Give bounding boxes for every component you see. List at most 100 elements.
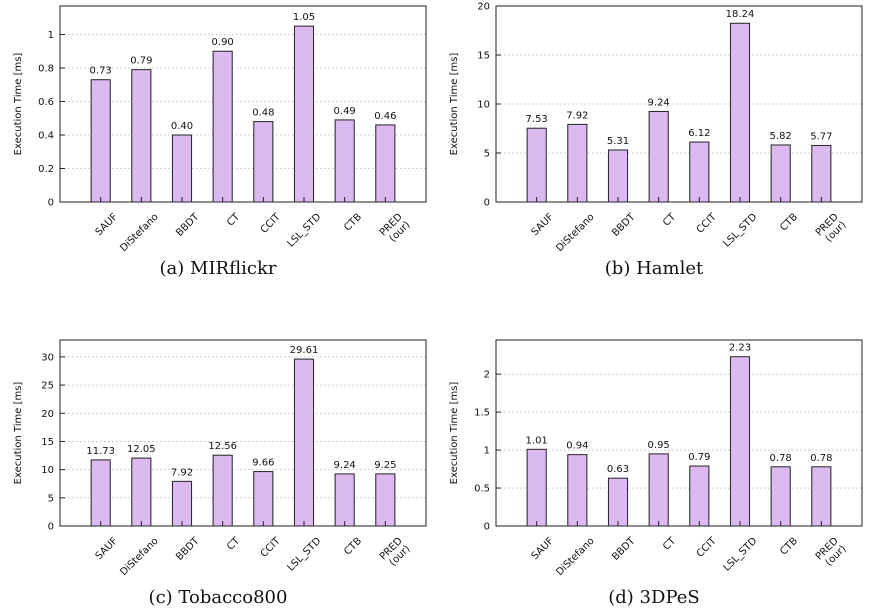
- x-tick-label-line: CT: [225, 535, 243, 553]
- data-label: 18.24: [726, 9, 755, 20]
- x-tick-label-line: DiStefano: [554, 212, 596, 254]
- y-tick-label: 0.2: [38, 164, 54, 175]
- bar: [212, 50, 233, 203]
- y-tick-label: 0: [48, 522, 54, 533]
- y-tick-label: 0.5: [474, 484, 490, 495]
- bar: [293, 358, 315, 527]
- y-tick-label: 2: [484, 370, 490, 381]
- data-label: 6.12: [688, 128, 710, 139]
- data-label: 5.82: [770, 131, 792, 142]
- bar: [811, 144, 832, 203]
- bar: [729, 22, 751, 203]
- bar: [729, 356, 751, 527]
- bar: [648, 110, 669, 203]
- x-tick-label: CCIT: [259, 211, 284, 236]
- x-tick-label-line: CTB: [778, 536, 800, 558]
- x-tick-label-line: CT: [661, 535, 679, 553]
- x-tick-label-line: CTB: [342, 212, 364, 234]
- y-axis-label: Execution Time [ms]: [13, 382, 24, 485]
- x-tick-label: DiStefano: [118, 536, 160, 578]
- chart-hamlet: 0 5 10 15 20 Execution Time [ms] 7.53 SAUF 7.92 D…: [449, 2, 863, 254]
- x-tick-label-line: CTB: [778, 212, 800, 234]
- y-axis-label: Execution Time [ms]: [13, 53, 24, 156]
- y-tick-label: 0: [484, 522, 490, 533]
- y-tick-label: 0.4: [38, 130, 54, 141]
- plot-frame: [59, 339, 427, 527]
- x-tick-label: PRED(our): [814, 211, 849, 246]
- bar: [770, 466, 791, 527]
- data-label: 0.49: [334, 106, 356, 117]
- x-tick-label: CT: [225, 211, 243, 229]
- chart-mirflickr: 0 0.2 0.4 0.6 0.8 1 Execution Time [ms] 0.73 SAU…: [13, 5, 427, 254]
- data-label: 12.05: [127, 444, 156, 455]
- x-tick-label: DiStefano: [554, 212, 596, 254]
- x-tick-label-line: CCIT: [259, 211, 284, 236]
- x-tick-label-line: DiStefano: [118, 536, 160, 578]
- x-tick-label: BBDT: [174, 211, 202, 239]
- bar: [689, 141, 710, 203]
- x-tick-label: LSL_STD: [285, 535, 323, 573]
- bar: [90, 79, 111, 203]
- x-tick-label: BBDT: [610, 211, 638, 239]
- y-tick-label: 0: [484, 198, 490, 209]
- bar: [131, 69, 152, 203]
- x-tick-label-line: CTB: [342, 536, 364, 558]
- data-label: 9.24: [648, 97, 670, 108]
- y-axis-label: Execution Time [ms]: [449, 53, 460, 156]
- bar: [171, 480, 193, 527]
- data-label: 0.94: [566, 441, 588, 452]
- data-label: 12.56: [208, 441, 237, 452]
- x-tick-label: CCIT: [695, 535, 720, 560]
- y-tick-label: 25: [41, 381, 54, 392]
- bar: [607, 477, 629, 527]
- bar: [526, 448, 547, 527]
- y-tick-label: 15: [41, 437, 54, 448]
- x-tick-label: PRED(our): [814, 535, 849, 570]
- bar: [526, 127, 547, 203]
- x-tick-label-line: CCIT: [695, 535, 720, 560]
- x-tick-label: DiStefano: [118, 212, 160, 254]
- data-label: 5.31: [607, 136, 629, 147]
- caption-mirflickr: (a) MIRflickr: [159, 258, 277, 279]
- bar: [648, 453, 669, 527]
- x-tick-label-line: BBDT: [174, 535, 202, 563]
- data-label: 5.77: [810, 131, 832, 142]
- y-tick-label: 1: [48, 30, 54, 41]
- x-tick-label-line: LSL_STD: [721, 535, 759, 573]
- data-label: 0.48: [252, 108, 274, 119]
- data-label: 0.46: [374, 111, 396, 122]
- plot-frame: [495, 339, 863, 527]
- x-tick-label: SAUF: [94, 535, 121, 562]
- x-tick-label-line: CT: [225, 211, 243, 229]
- caption-3dpes: (d) 3DPeS: [608, 587, 700, 608]
- data-label: 2.23: [729, 343, 751, 354]
- plot-frame: [495, 5, 863, 203]
- data-label: 7.92: [171, 467, 193, 478]
- chart-3dpes: 0 0.5 1 1.5 2 Execution Time [ms] 1.01 SAUF 0.94…: [449, 339, 863, 578]
- bar: [567, 123, 588, 203]
- x-tick-label-line: LSL_STD: [285, 535, 323, 573]
- x-tick-label-line: SAUF: [94, 535, 121, 562]
- data-label: 9.25: [374, 460, 396, 471]
- x-tick-label-line: LSL_STD: [285, 211, 323, 249]
- bar: [212, 454, 233, 527]
- data-label: 9.66: [252, 458, 274, 469]
- y-tick-label: 0.8: [38, 63, 54, 74]
- x-tick-label: CT: [225, 535, 243, 553]
- x-tick-label: CT: [661, 535, 679, 553]
- data-label: 0.63: [607, 464, 629, 475]
- bar: [375, 473, 396, 527]
- data-label: 0.90: [212, 37, 234, 48]
- data-label: 1.01: [526, 435, 548, 446]
- x-tick-label-line: CCIT: [695, 211, 720, 236]
- x-tick-label-line: SAUF: [530, 211, 557, 238]
- x-tick-label: CCIT: [695, 211, 720, 236]
- x-tick-label: PRED(our): [378, 535, 413, 570]
- y-tick-label: 5: [48, 493, 54, 504]
- x-tick-label-line: BBDT: [174, 211, 202, 239]
- plot-frame: [59, 5, 427, 203]
- bar: [90, 459, 111, 527]
- y-tick-label: 0.6: [38, 97, 54, 108]
- bar: [375, 124, 396, 203]
- data-label: 9.24: [334, 460, 356, 471]
